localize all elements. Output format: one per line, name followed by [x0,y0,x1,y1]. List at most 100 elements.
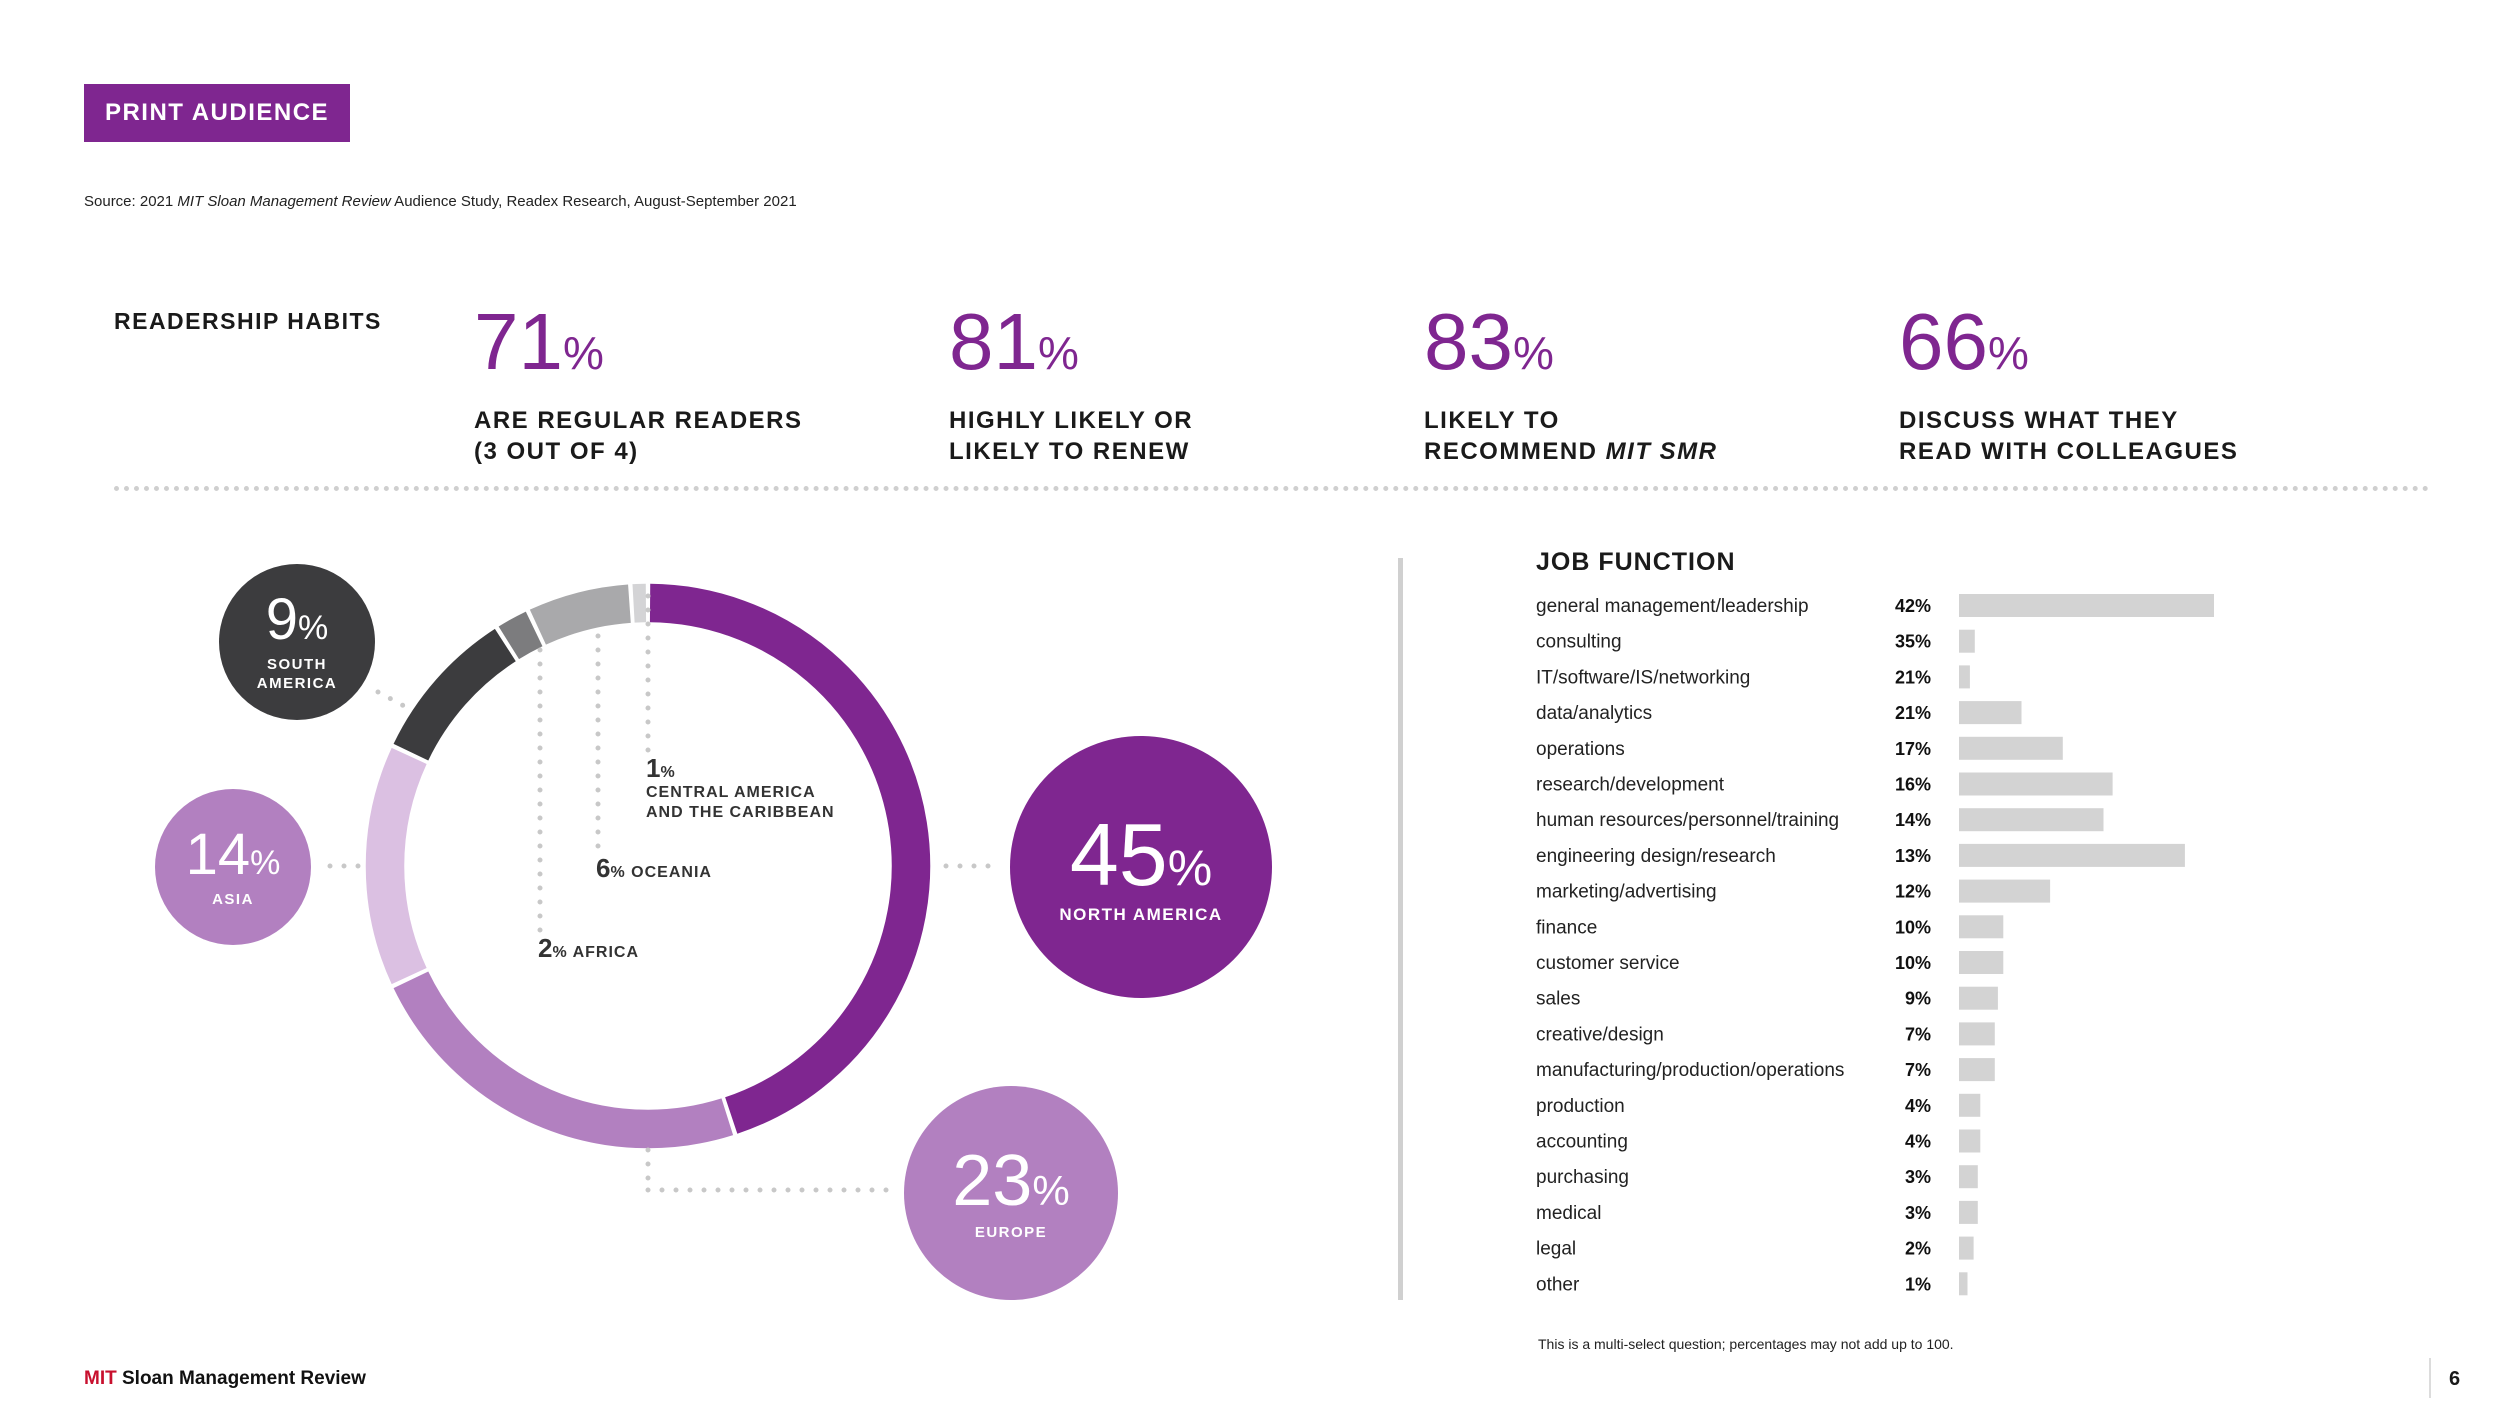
connector-lines [327,593,1005,1193]
source-publication: MIT Sloan Management Review [177,193,391,210]
job-function-row: operations 17% [1536,736,2063,760]
job-function-bar [1959,1093,1981,1117]
job-function-value: 4% [1905,1132,1931,1152]
section-divider [114,486,2430,491]
connector-south-america [375,689,407,709]
bubble-south-america: 9% SOUTH AMERICA [219,564,375,720]
job-function-label: sales [1536,989,1580,1010]
job-function-bar [1959,701,2022,725]
job-function-bar [1959,665,1970,689]
stat-value: 71% [474,297,604,386]
job-function-value: 21% [1895,703,1931,723]
job-function-label: manufacturing/production/operations [1536,1060,1844,1081]
job-function-row: data/analytics 21% [1536,701,2022,725]
page-number: 6 [2449,1368,2461,1390]
donut-slice-oceania [529,584,632,645]
job-function-bar [1959,594,2214,617]
job-function-label: engineering design/research [1536,846,1776,867]
job-function-label: other [1536,1274,1580,1295]
job-function-value: 9% [1905,989,1931,1009]
job-function-label: medical [1536,1203,1601,1224]
stat-label: DISCUSS WHAT THEY READ WITH COLLEAGUES [1899,407,2239,465]
job-function-value: 12% [1895,882,1931,902]
stat-discuss-colleagues: 66% DISCUSS WHAT THEY READ WITH COLLEAGUE… [1899,302,2329,467]
job-function-row: engineering design/research 13% [1536,843,2185,867]
label-central-america: 1% CENTRAL AMERICA AND THE CARIBBEAN [646,753,835,821]
page-number-divider [2429,1358,2431,1398]
job-function-rows: general management/leadership 42% consulti… [1536,594,2214,1296]
job-function-label: research/development [1536,775,1725,796]
job-function-value: 4% [1905,1096,1931,1116]
brand-mit: MIT [84,1368,117,1389]
job-function-bar [1959,1200,1978,1224]
job-function-bar [1959,1165,1978,1189]
job-function-value: 1% [1905,1274,1931,1294]
donut-slice-north-america [649,583,931,1134]
bubble-asia: 14% ASIA [155,789,311,945]
job-function-row: finance 10% [1536,915,2004,939]
job-function-title: JOB FUNCTION [1536,548,1736,576]
job-function-row: legal 2% [1536,1236,1974,1260]
job-function-value: 10% [1895,917,1931,937]
stat-likely-recommend: 83% LIKELY TO RECOMMEND MIT SMR [1424,302,1854,467]
job-function-value: 35% [1895,632,1931,652]
job-function-value: 7% [1905,1060,1931,1080]
job-function-bar [1959,879,2051,903]
job-function-bar [1959,1129,1981,1153]
stat-likely-renew: 81% HIGHLY LIKELY OR LIKELY TO RENEW [949,302,1379,467]
donut-segments [365,583,931,1149]
job-function-row: research/development 16% [1536,772,2113,796]
job-function-bar [1959,629,1975,653]
bubble-north-america: 45% NORTH AMERICA [1010,736,1272,998]
job-function-value: 17% [1895,739,1931,759]
job-function-label: creative/design [1536,1024,1664,1045]
job-function-bar [1959,1236,1974,1260]
bubble-europe: 23% EUROPE [904,1086,1118,1300]
brand-name: Sloan Management Review [116,1368,366,1389]
job-function-row: general management/leadership 42% [1536,594,2214,617]
job-function-label: finance [1536,917,1597,938]
job-function-value: 2% [1905,1239,1931,1259]
job-function-value: 3% [1905,1167,1931,1187]
job-function-row: medical 3% [1536,1200,1978,1224]
job-function-row: creative/design 7% [1536,1022,1995,1046]
job-function-bar [1959,1272,1968,1296]
job-function-row: accounting 4% [1536,1129,1981,1153]
job-function-bar [1959,736,2063,760]
vertical-divider [1398,558,1403,1300]
job-function-label: operations [1536,739,1625,760]
job-function-bar-chart: general management/leadership 42% consulti… [1536,594,2214,1296]
job-function-row: customer service 10% [1536,951,2004,974]
stat-value: 81% [949,297,1079,386]
job-function-bar [1959,1058,1995,1082]
job-function-footnote: This is a multi-select question; percent… [1538,1336,1954,1352]
donut-slice-europe [393,971,734,1149]
job-function-row: marketing/advertising 12% [1536,879,2051,903]
job-function-value: 14% [1895,810,1931,830]
job-function-bar [1959,951,2004,974]
source-prefix: Source: 2021 [84,193,178,210]
job-function-label: human resources/personnel/training [1536,810,1839,831]
job-function-label: production [1536,1096,1625,1117]
job-function-bar [1959,986,1998,1010]
job-function-row: other 1% [1536,1272,1968,1296]
job-function-row: human resources/personnel/training 14% [1536,808,2104,832]
job-function-bar [1959,772,2113,796]
donut-slice-asia [365,747,427,985]
job-function-label: marketing/advertising [1536,882,1717,903]
stat-value: 83% [1424,297,1554,386]
brand-logo: MIT Sloan Management Review [84,1368,366,1390]
stat-value: 66% [1899,297,2029,386]
job-function-row: manufacturing/production/operations 7% [1536,1058,1995,1082]
job-function-row: IT/software/IS/networking 21% [1536,665,1970,689]
job-function-label: general management/leadership [1536,596,1809,617]
job-function-label: data/analytics [1536,703,1652,724]
job-function-value: 7% [1905,1024,1931,1044]
job-function-label: legal [1536,1239,1576,1260]
job-function-label: accounting [1536,1132,1628,1153]
job-function-row: sales 9% [1536,986,1998,1010]
job-function-value: 10% [1895,953,1931,973]
stat-label: ARE REGULAR READERS (3 OUT OF 4) [474,407,803,465]
source-suffix: Audience Study, Readex Research, August-… [390,193,797,210]
donut-slice-south-america [393,628,517,761]
